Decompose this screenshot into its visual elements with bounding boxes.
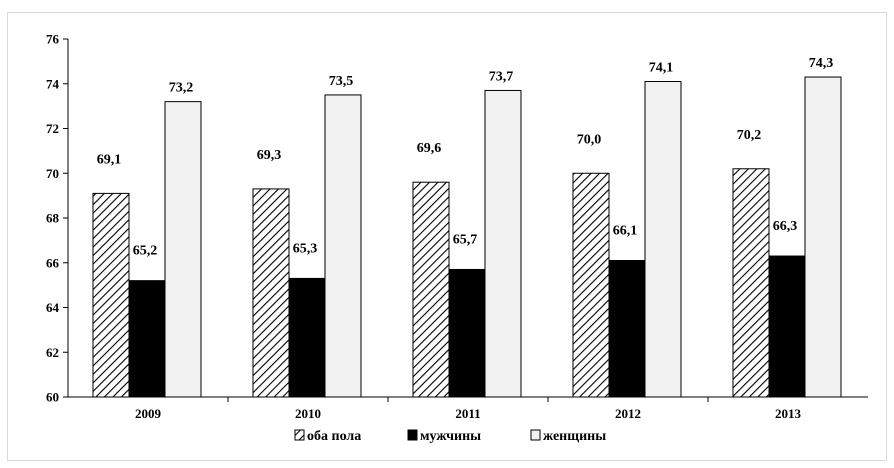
x-tick-label: 2013 (775, 406, 802, 421)
y-tick-label: 60 (46, 390, 59, 405)
data-label: 66,3 (773, 219, 798, 234)
y-tick-label: 76 (46, 32, 60, 47)
legend-swatch (530, 429, 541, 441)
y-tick-label: 70 (46, 166, 59, 181)
bar (128, 280, 166, 398)
bar (768, 255, 806, 398)
bar (644, 81, 682, 398)
legend-swatch (294, 429, 305, 441)
bar (324, 94, 362, 398)
data-label: 69,1 (97, 152, 122, 167)
data-label: 70,2 (737, 128, 762, 143)
bar (572, 172, 610, 398)
data-label: 69,3 (257, 148, 282, 163)
bar (448, 268, 486, 398)
y-tick-label: 62 (46, 345, 59, 360)
bar (164, 101, 202, 398)
bar (804, 76, 842, 398)
y-tick-label: 68 (46, 211, 60, 226)
bar (92, 192, 130, 398)
legend: оба пола мужчины женщины (294, 429, 606, 444)
y-tick-label: 72 (46, 121, 59, 136)
legend-label: женщины (543, 429, 606, 444)
data-label: 73,7 (489, 69, 514, 84)
data-label: 74,3 (809, 56, 834, 71)
bar (608, 260, 646, 398)
y-tick-label: 66 (46, 255, 60, 270)
bar (484, 89, 522, 398)
legend-label: оба пола (307, 429, 361, 444)
data-label: 65,2 (133, 244, 158, 259)
data-label: 65,3 (293, 241, 318, 256)
data-label: 66,1 (613, 224, 638, 239)
data-label: 74,1 (649, 61, 674, 76)
data-label: 70,0 (577, 132, 602, 147)
bars (92, 76, 842, 398)
legend-swatch (407, 429, 418, 441)
y-tick-label: 74 (46, 76, 60, 91)
bar (412, 181, 450, 398)
data-label: 73,2 (169, 81, 194, 96)
x-tick-label: 2011 (455, 406, 480, 421)
data-label: 73,5 (329, 74, 354, 89)
data-labels: 69,1 65,2 73,2 69,3 65,3 73,5 69,6 65,7 73,7 70,0… (97, 56, 834, 259)
x-tick-label: 2009 (135, 406, 162, 421)
data-label: 65,7 (453, 232, 478, 247)
legend-label: мужчины (420, 429, 481, 444)
data-label: 69,6 (417, 141, 442, 156)
y-tick-label: 64 (46, 300, 60, 315)
x-tick-label: 2010 (295, 406, 321, 421)
bar (252, 188, 290, 398)
bar (288, 277, 326, 398)
bar (732, 168, 770, 398)
x-tick-label: 2012 (615, 406, 641, 421)
